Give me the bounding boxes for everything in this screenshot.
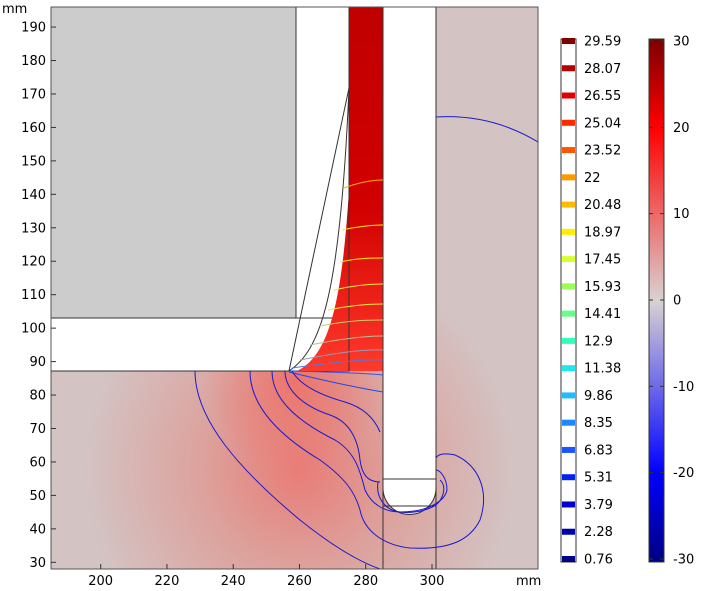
legend-swatch (562, 256, 575, 263)
legend-swatch (562, 92, 575, 99)
y-tick-label: 190 (21, 21, 46, 36)
legend-swatch (562, 310, 575, 317)
legend-swatch (562, 474, 575, 481)
y-axis: 30 40 50 60 70 80 90 100 110 120 130 140 150 160 170 18… (21, 21, 56, 571)
field-contours (194, 116, 538, 569)
legend-level-label: 5.31 (584, 471, 613, 486)
x-tick-label: 240 (221, 574, 246, 589)
x-axis: 200 220 240 260 280 300 (88, 564, 444, 589)
plot-area (51, 7, 538, 569)
legend-level-label: 15.93 (584, 280, 621, 295)
legend-swatch (562, 501, 575, 508)
legend-level-label: 18.97 (584, 225, 621, 240)
curved-electrode-edge (288, 87, 350, 372)
legend-level-label: 9.86 (584, 389, 613, 404)
x-tick-label: 220 (155, 574, 180, 589)
x-unit-label: mm (516, 574, 541, 589)
colorbar-tick-label: 0 (673, 294, 681, 309)
colorbar-tick-label: -10 (673, 380, 694, 395)
legend-level-label: 26.55 (584, 89, 621, 104)
legend-swatch (562, 556, 575, 562)
y-tick-label: 50 (29, 489, 46, 504)
y-tick-label: 160 (21, 121, 46, 136)
colorbar-tick-label: 20 (673, 121, 690, 136)
y-tick-label: 150 (21, 154, 46, 169)
legend-level-label: 0.76 (584, 553, 613, 568)
rod-electrode (382, 7, 437, 515)
legend-level-label: 11.38 (584, 362, 621, 377)
y-tick-label: 100 (21, 322, 46, 337)
colorbar-ticks: 30 20 10 0 -10 -20 -30 (649, 35, 694, 568)
y-tick-label: 60 (29, 455, 46, 470)
x-tick-label: 260 (287, 574, 312, 589)
legend-swatch (562, 147, 575, 154)
x-tick-label: 300 (420, 574, 445, 589)
legend-swatch (562, 365, 575, 372)
legend-level-label: 6.83 (584, 443, 613, 458)
gap-contours (288, 179, 384, 393)
legend-swatch (562, 228, 575, 235)
legend-swatch (562, 392, 575, 399)
y-tick-label: 70 (29, 422, 46, 437)
gray-block (51, 7, 297, 319)
legend-level-label: 8.35 (584, 416, 613, 431)
y-tick-label: 120 (21, 255, 46, 270)
y-tick-label: 30 (29, 556, 46, 571)
y-tick-label: 90 (29, 355, 46, 370)
legend-level-label: 2.28 (584, 525, 613, 540)
y-tick-label: 130 (21, 221, 46, 236)
legend-level-label: 3.79 (584, 498, 613, 513)
legend-level-label: 12.9 (584, 334, 613, 349)
x-tick-label: 280 (353, 574, 378, 589)
y-tick-label: 170 (21, 87, 46, 102)
contour-legend: 29.59 28.07 26.55 25.04 23.52 22 20.48 18.97 17.… (562, 35, 621, 568)
y-tick-label: 80 (29, 389, 46, 404)
legend-swatch (562, 119, 575, 126)
high-field-gap (297, 7, 383, 371)
legend-swatch (562, 419, 575, 426)
y-tick-label: 110 (21, 288, 46, 303)
legend-level-label: 23.52 (584, 144, 621, 159)
legend-level-label: 29.59 (584, 35, 621, 50)
y-tick-label: 180 (21, 54, 46, 69)
legend-swatch (562, 337, 575, 344)
white-ledge (51, 317, 350, 372)
legend-swatch (562, 528, 575, 535)
x-tick-label: 200 (88, 574, 113, 589)
legend-level-label: 28.07 (584, 62, 621, 77)
y-unit-label: mm (2, 2, 27, 17)
legend-swatch (562, 174, 575, 181)
legend-level-label: 14.41 (584, 307, 621, 322)
colorbar-tick-label: 10 (673, 207, 690, 222)
white-gap-upper (295, 7, 350, 319)
legend-level-label: 17.45 (584, 253, 621, 268)
legend-swatch (562, 65, 575, 72)
colorbar-tick-label: 30 (673, 35, 690, 50)
legend-swatch (562, 201, 575, 208)
y-tick-label: 40 (29, 522, 46, 537)
legend-level-label: 20.48 (584, 198, 621, 213)
y-tick-label: 140 (21, 188, 46, 203)
legend-swatch (562, 283, 575, 290)
colorbar-tick-label: -20 (673, 466, 694, 481)
legend-level-label: 25.04 (584, 116, 621, 131)
legend-level-label: 22 (584, 171, 601, 186)
plot-frame (50, 6, 539, 570)
colorbar-tick-label: -30 (673, 553, 694, 568)
diagonal-edge (288, 87, 350, 372)
legend-swatch (562, 38, 575, 44)
legend-swatch (562, 446, 575, 453)
contour-legend-box (560, 38, 577, 563)
